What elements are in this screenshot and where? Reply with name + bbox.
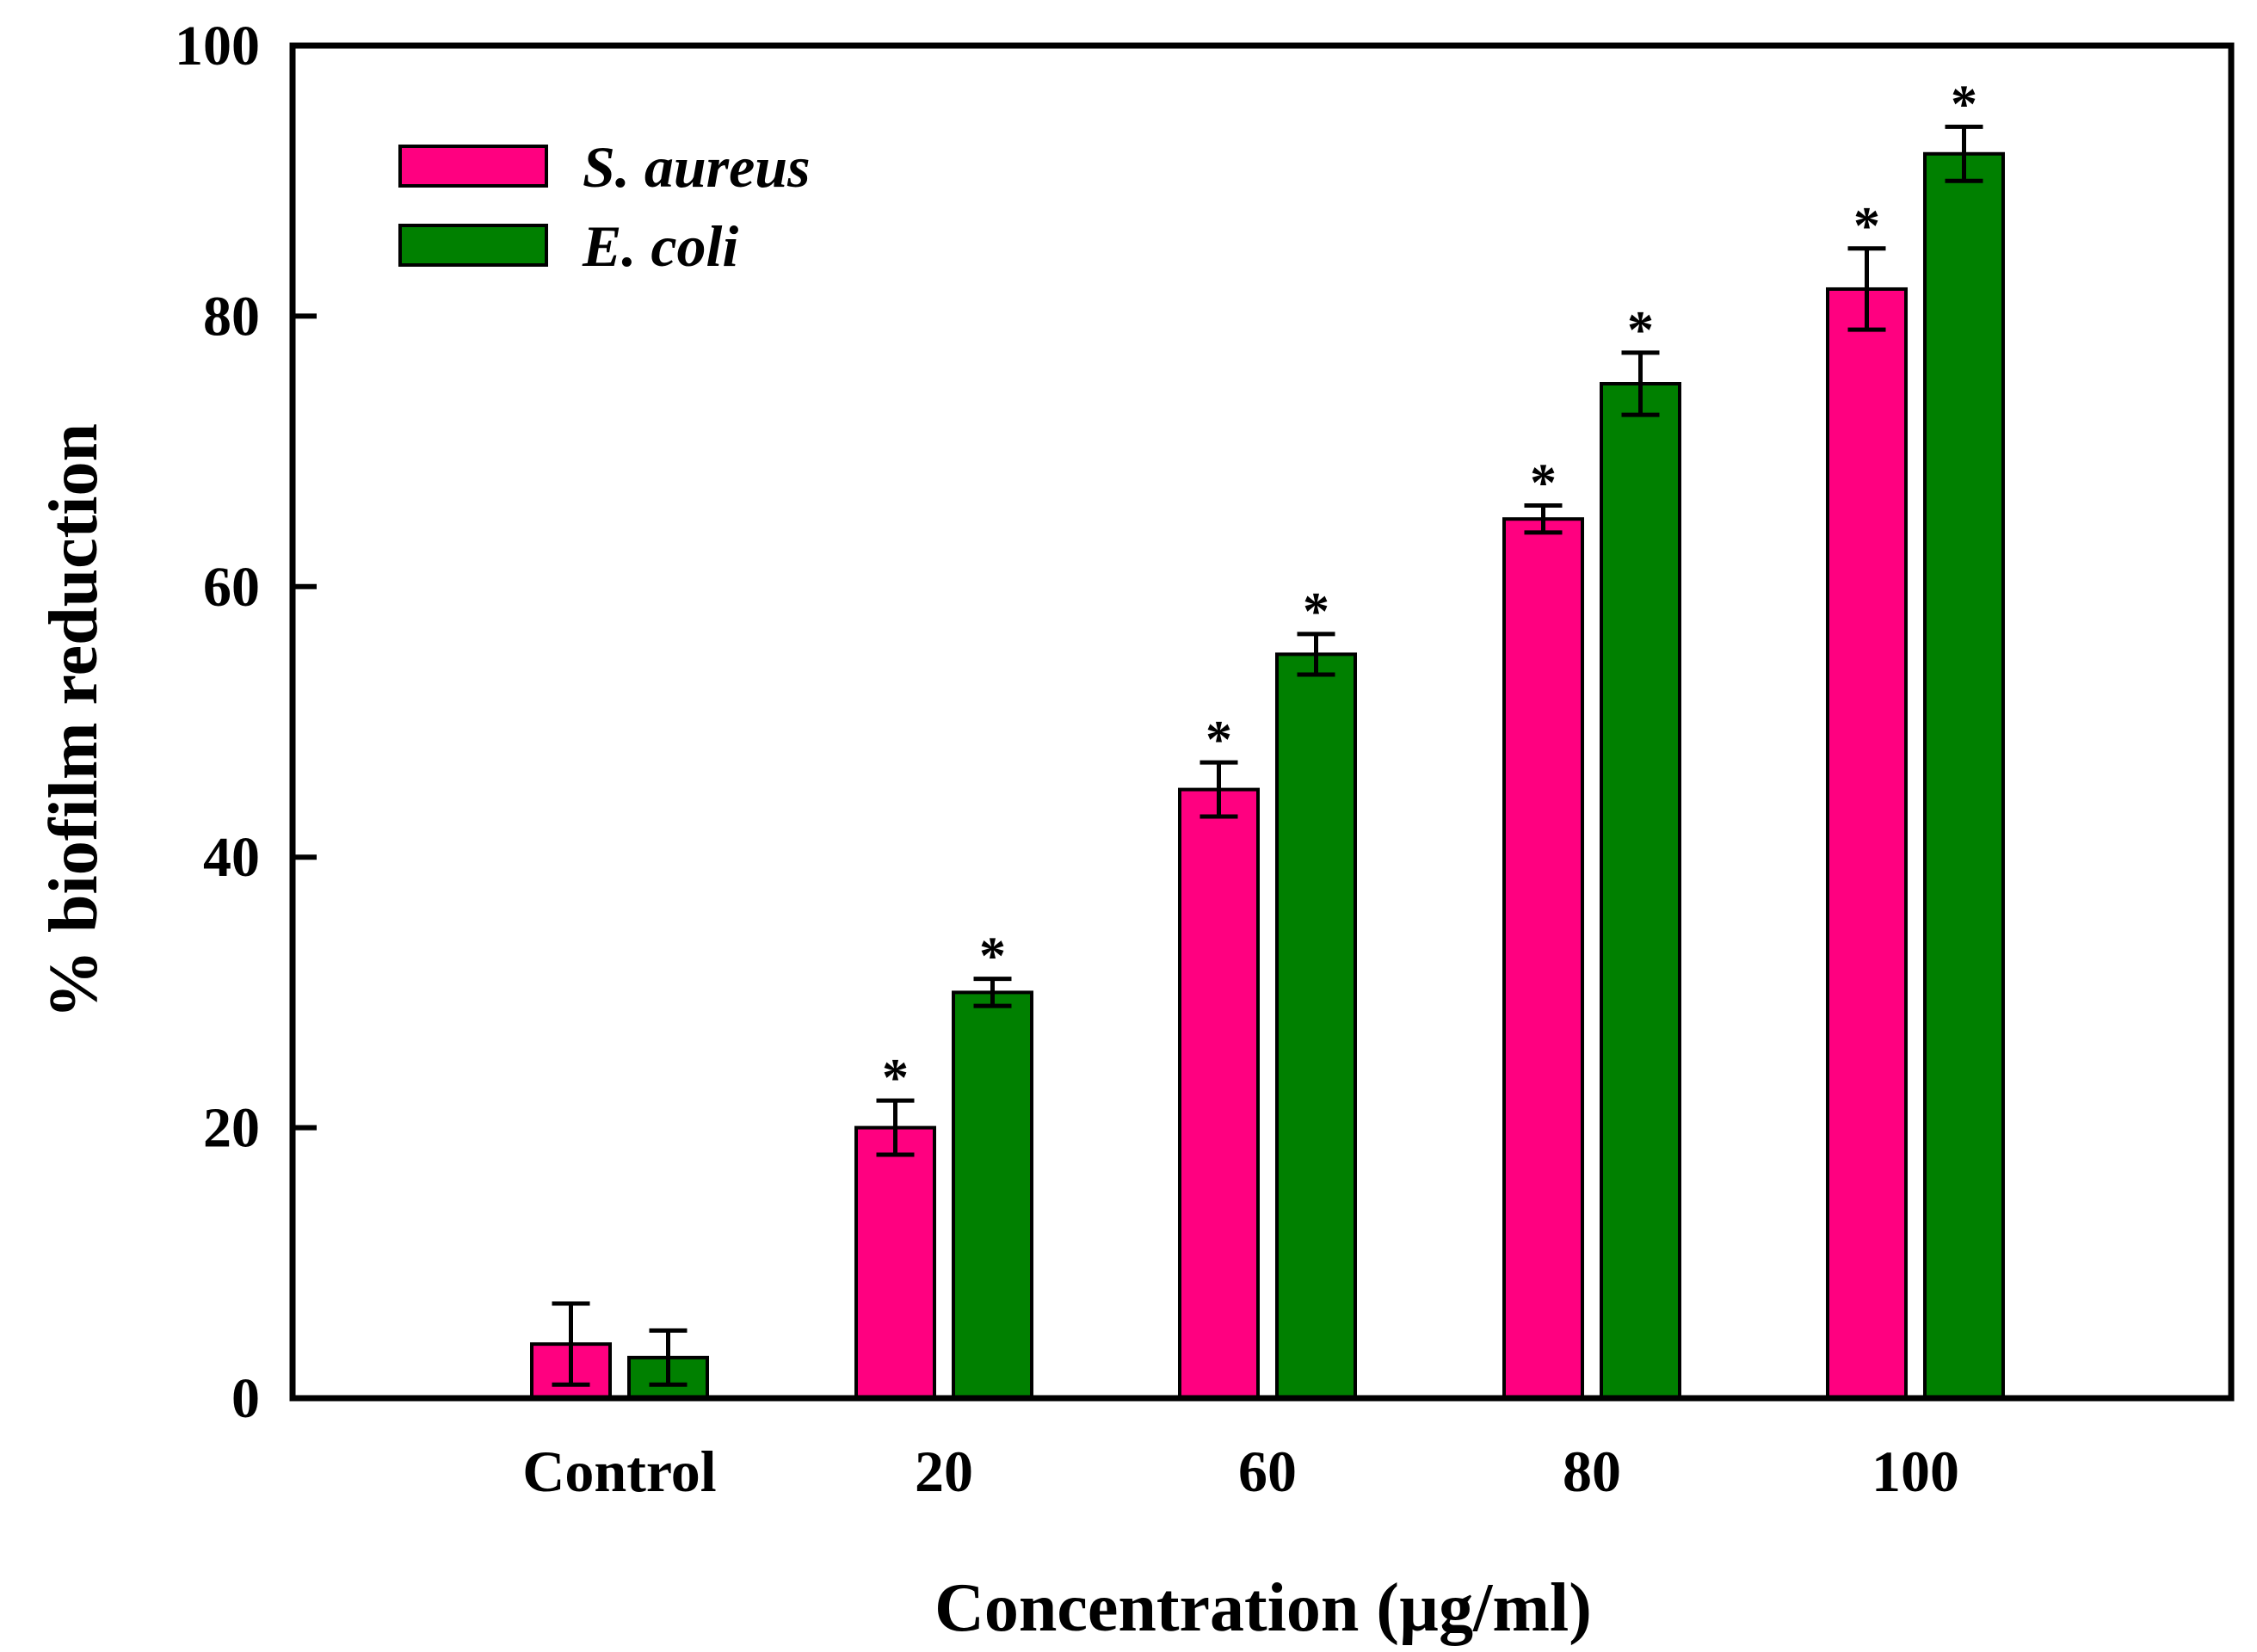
- y-tick-label: 0: [231, 1367, 260, 1430]
- y-axis-ticks: 0 20 40 60 80 100: [175, 15, 317, 1430]
- bar-e-coli: [1275, 652, 1357, 1400]
- x-axis-categories: Control 20 60 80 100: [522, 1439, 1959, 1504]
- x-category-label: 60: [1238, 1439, 1297, 1504]
- significance-star: *: [882, 1049, 909, 1107]
- legend-label-s-aureus: S. aureus: [583, 134, 811, 200]
- significance-markers-layer: * * * * * * * *: [882, 75, 1977, 1107]
- bar-e-coli: [1923, 151, 2005, 1400]
- y-tick-label: 60: [203, 556, 260, 619]
- significance-star: *: [979, 928, 1006, 986]
- y-axis-title: % biofilm reduction: [36, 423, 112, 1019]
- significance-star: *: [1627, 301, 1654, 360]
- y-tick-label: 20: [203, 1097, 260, 1160]
- legend-swatch-s-aureus: [398, 145, 548, 188]
- bar-s-aureus: [1826, 287, 1908, 1401]
- bar-e-coli: [952, 990, 1033, 1401]
- x-axis-title: Concentration (µg/ml): [934, 1570, 1592, 1646]
- legend-swatch-e-coli: [398, 224, 548, 267]
- significance-star: *: [1206, 711, 1232, 769]
- legend: S. aureus E. coli: [398, 134, 811, 279]
- bar-s-aureus: [1502, 517, 1584, 1400]
- bar-s-aureus: [1178, 787, 1260, 1400]
- y-tick-label: 100: [175, 15, 260, 77]
- x-category-label: 20: [915, 1439, 973, 1504]
- legend-label-e-coli: E. coli: [582, 213, 738, 279]
- x-category-label: Control: [522, 1439, 716, 1504]
- x-category-label: 80: [1563, 1439, 1621, 1504]
- bar-s-aureus: [854, 1125, 936, 1400]
- y-tick-label: 40: [203, 826, 260, 889]
- significance-star: *: [1303, 583, 1329, 641]
- y-tick-label: 80: [203, 285, 260, 348]
- bar-e-coli: [1600, 382, 1681, 1400]
- error-bars-layer: [552, 124, 1983, 1387]
- significance-star: *: [1853, 197, 1880, 256]
- significance-star: *: [1530, 453, 1557, 512]
- x-category-label: 100: [1872, 1439, 1959, 1504]
- plot-frame: [289, 42, 2235, 1402]
- significance-star: *: [1951, 75, 1977, 133]
- bars-layer: [530, 151, 2005, 1401]
